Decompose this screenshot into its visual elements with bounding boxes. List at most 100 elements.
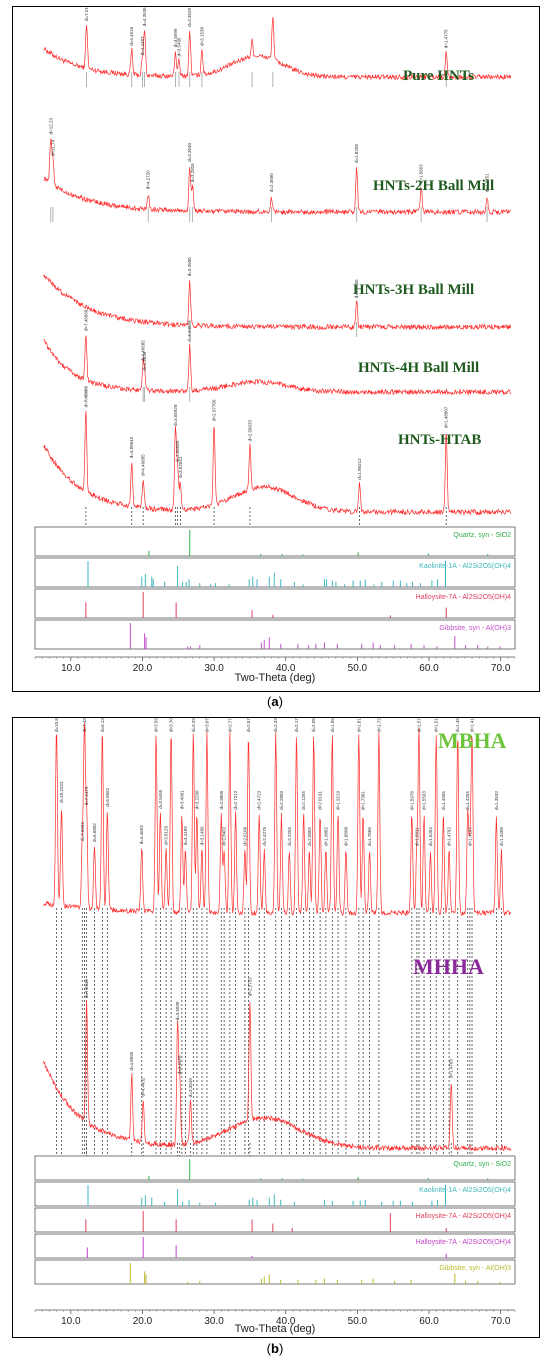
reference-box — [34, 557, 516, 588]
peak-label: d=3.8129 — [164, 825, 169, 844]
peak-label: d=1.8808 — [343, 827, 348, 846]
peak-label: d=1.4763 — [449, 1059, 454, 1078]
peak-label: d=3.1486 — [199, 826, 204, 845]
peak-label: d=4.46685 — [141, 340, 146, 362]
peak-label: d=3.1538 — [199, 27, 204, 46]
x-tick-label: 30.0 — [204, 1316, 224, 1327]
series-label: MHHA — [413, 954, 484, 979]
peak-label: d=1.3408 — [499, 827, 504, 846]
x-axis-label: Two-Theta (deg) — [235, 672, 316, 684]
reference-pattern-halloysite-7a-al2si2o5-oh-4: Halloysite-7A - Al2Si2O5(OH)4 — [34, 588, 516, 619]
reference-box — [34, 526, 516, 557]
peak-label: d=3.3549 — [188, 1078, 193, 1097]
peak-label: d=4.46685 — [141, 454, 146, 476]
x-tick-label: 60.0 — [419, 663, 439, 674]
peak-label: d=1.8258 — [354, 144, 359, 163]
peak-label: d=3.2826 — [190, 163, 195, 182]
diffraction-trace — [43, 722, 511, 917]
peak-label: d=7.45669 — [83, 309, 88, 331]
peak-label: d=1.7255 — [376, 718, 381, 732]
peak-label: d=1.4537 — [455, 718, 460, 732]
peak-label: d=1.4955 — [441, 791, 446, 810]
peak-label: d=2.3660 — [269, 173, 274, 192]
peak-label: d=4.3536 — [142, 7, 147, 26]
peak-label: d=1.8159 — [356, 718, 361, 732]
peak-label: d=3.34573 — [187, 320, 192, 342]
peak-label: d=3.52041 — [178, 456, 183, 478]
reference-pattern-quartz-syn-sio2: Quartz, syn - SiO2 — [34, 526, 516, 557]
reference-label: Quartz, syn - SiO2 — [453, 532, 511, 539]
x-axis-label: Two-Theta (deg) — [235, 1323, 316, 1335]
peak-label: d=3.3500 — [187, 257, 192, 276]
peak-label: d=2.0902 — [307, 827, 312, 846]
peak-label: d=2.5771 — [246, 718, 251, 732]
peak-label: d=2.5755 — [247, 977, 252, 996]
x-tick-label: 20.0 — [133, 663, 153, 674]
peak-label: d=3.2298 — [194, 790, 199, 809]
peak-label: d=1.8255 — [354, 279, 359, 298]
pattern-hnts-htab-a: d=7.45669 d=4.89645 d=4.46685 d=3.65928 d=3.… — [43, 385, 512, 527]
peak-label: d=1.4775 — [444, 29, 449, 48]
peak-label: d=1.48807 — [444, 406, 449, 428]
peak-label: d=2.8462 — [222, 826, 227, 845]
diffraction-trace — [43, 16, 512, 81]
reference-box — [34, 1207, 516, 1233]
peak-label: d=2.2850 — [279, 790, 284, 809]
x-tick-label: 50.0 — [348, 1316, 368, 1327]
reference-pattern-quartz-syn-sio2: Quartz, syn - SiO2 — [34, 1155, 516, 1181]
x-tick-label: 60.0 — [419, 1316, 439, 1327]
peak-label: d=1.9520 — [330, 718, 335, 732]
x-axis-b: 10.0 20.0 30.0 40.0 50.0 60.0 70.0 Two-Theta (d… — [34, 1309, 516, 1335]
peak-label: d=3.4901 — [179, 790, 184, 809]
peak-label: d=1.5173 — [434, 718, 439, 732]
peak-label: d=4.4516 — [129, 26, 134, 45]
reference-label: Kaolinite-1A - Al2Si2O5(OH)4 — [419, 563, 511, 570]
peak-label: d=2.4723 — [257, 790, 262, 809]
peak-label: d=7.2166 — [84, 7, 89, 21]
panel-label-a-text: a — [271, 694, 279, 709]
peak-label: d=4.3639 — [142, 351, 147, 370]
diffraction-trace — [43, 138, 511, 216]
series-label: HNTs-HTAB — [398, 432, 481, 448]
peak-label: d=3.5944 — [154, 718, 159, 732]
reference-label: Halloysite-7A - Al2Si2O5(OH)4 — [416, 1239, 511, 1246]
peak-label: d=3.3529 — [187, 8, 192, 27]
reference-pattern-gibbsite-syn-al-oh-3: Gibbsite, syn - Al(OH)3 — [34, 1259, 516, 1285]
x-tick-label: 20.0 — [133, 1316, 153, 1327]
x-tick-label: 10.0 — [61, 1316, 81, 1327]
peak-label: d=12.23 — [48, 117, 53, 134]
peak-label: d=3.2925 — [191, 718, 196, 732]
pattern-pure-hnts-a: d=7.2166 d=4.4516 d=4.4487 d=4.3536 d=3.5999… — [43, 7, 512, 87]
reference-pattern-gibbsite-syn-al-oh-3: Gibbsite, syn - Al(OH)3 — [34, 619, 516, 650]
chart-panel-b: d=10.8645 d=10.2323 d=7.6294 d=7.4312 d=7.24… — [12, 717, 540, 1338]
peak-label: d=3.9495 — [158, 789, 163, 808]
x-tick-label: 40.0 — [276, 1316, 296, 1327]
reference-pattern-halloysite-7a-al2si2o5-oh-4: Halloysite-7A - Al2Si2O5(OH)4 — [34, 1233, 516, 1259]
reference-pattern-kaolinite-1a-al2si2o5-oh-4: Kaolinite-1A - Al2Si2O5(OH)4 — [34, 557, 516, 588]
reference-label: Kaolinite-1A - Al2Si2O5(OH)4 — [419, 1187, 511, 1194]
peak-label: d=1.5663 — [419, 164, 424, 183]
xrd-chart-b: d=10.8645 d=10.2323 d=7.6294 d=7.4312 d=7.24… — [34, 718, 516, 1335]
peak-label: d=3.5838 — [175, 1001, 180, 1020]
peak-label: d=2.8805 — [219, 790, 224, 809]
reference-label: Quartz, syn - SiO2 — [453, 1161, 511, 1168]
peak-label: d=6.6802 — [92, 823, 97, 842]
peak-label: d=3.7045 — [169, 718, 174, 732]
series-label: MBHA — [438, 728, 507, 753]
peak-label: d=7.2479 — [84, 786, 89, 805]
diffraction-trace — [43, 1000, 512, 1152]
peak-label: d=4.4487 — [140, 36, 145, 55]
xrd-chart-a: d=7.2166 d=4.4516 d=4.4487 d=4.3536 d=3.5999… — [34, 7, 516, 684]
peak-label: d=2.4275 — [262, 826, 267, 845]
peak-label: d=1.5978 — [409, 791, 414, 810]
peak-label: d=2.7732 — [227, 718, 232, 732]
x-tick-label: 50.0 — [348, 663, 368, 674]
diffraction-trace — [43, 335, 512, 396]
reference-label: Gibbsite, syn - Al(OH)3 — [439, 625, 511, 632]
reference-box — [34, 1155, 516, 1181]
peak-label: d=4.8095 — [129, 1051, 134, 1070]
peak-label: d=2.2255 — [287, 826, 292, 845]
pattern-mhha-b: d=7.2449 d=4.8095 d=4.4432 d=3.5838 d=3.5275… — [43, 954, 512, 1156]
peak-label: d=1.5563 — [422, 791, 427, 810]
series-label: HNTs-2H Ball Mill — [373, 178, 494, 194]
